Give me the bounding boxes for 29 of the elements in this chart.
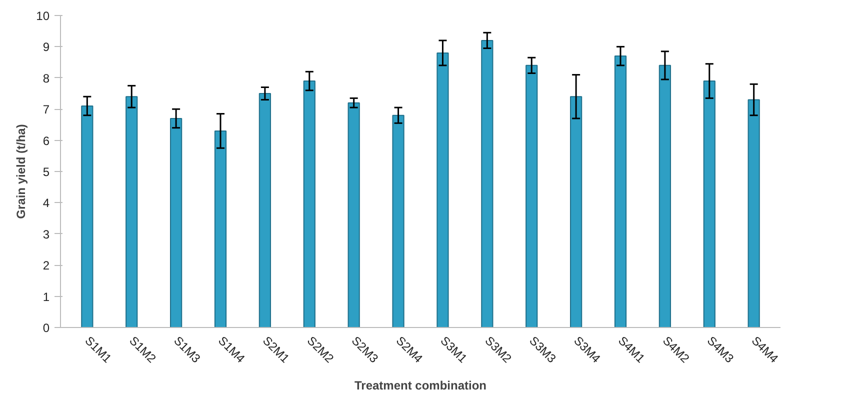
y-tick-label: 0	[42, 321, 50, 335]
bar	[481, 40, 494, 328]
y-tick-label: 4	[42, 196, 50, 210]
bar	[126, 96, 138, 328]
bar	[258, 93, 271, 328]
y-tick-label: 7	[42, 102, 50, 117]
y-tick-label: 8	[42, 71, 50, 86]
y-tick-label: 9	[42, 40, 50, 54]
y-tick-label: 10	[36, 9, 50, 23]
bar	[614, 56, 627, 328]
bar	[526, 64, 538, 328]
x-axis-title: Treatment combination	[354, 378, 487, 393]
bar	[748, 99, 760, 328]
bar	[392, 114, 404, 328]
bar	[170, 118, 182, 328]
bar	[436, 52, 449, 328]
y-tick-label: 6	[42, 134, 50, 148]
bar	[303, 80, 316, 328]
y-tick-label: 1	[42, 290, 50, 304]
y-axis-title: Grain yield (t/ha)	[14, 124, 28, 219]
y-tick-label: 5	[42, 165, 50, 179]
bar	[658, 64, 671, 328]
y-tick-label: 3	[42, 227, 50, 242]
bar	[214, 130, 227, 328]
bar	[570, 96, 582, 328]
bar	[81, 105, 94, 328]
bar	[703, 80, 716, 328]
bar	[348, 102, 360, 328]
y-tick-label: 2	[42, 258, 50, 273]
